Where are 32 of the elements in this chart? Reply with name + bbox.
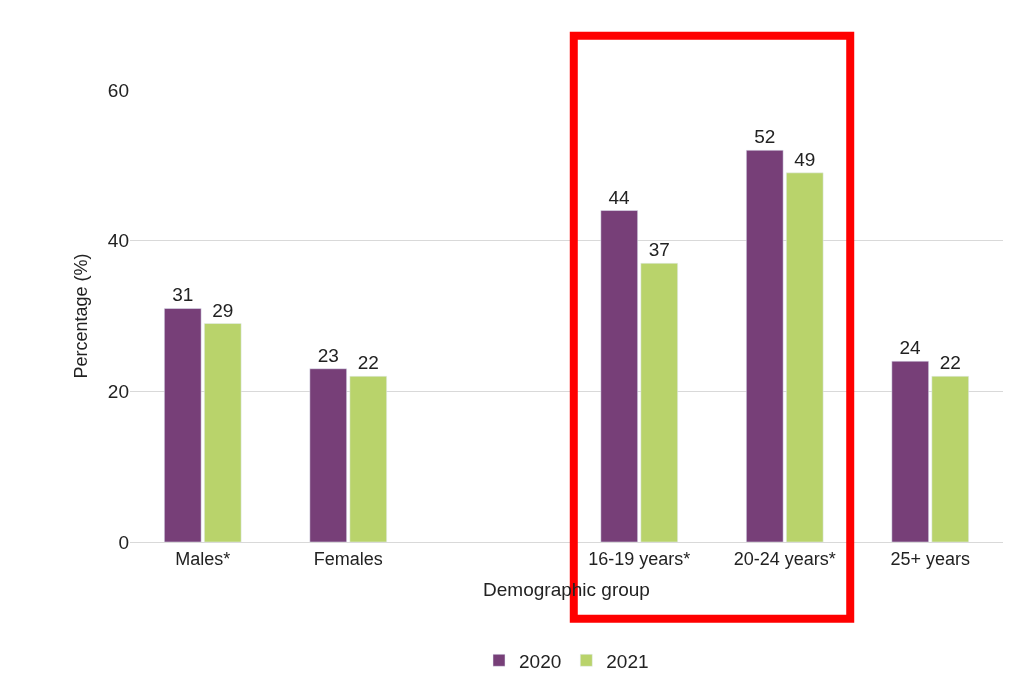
bar xyxy=(164,308,202,542)
legend-label: 2020 xyxy=(519,650,562,672)
bar xyxy=(204,323,242,542)
data-label: 44 xyxy=(608,186,631,208)
y-tick-label: 40 xyxy=(107,230,129,252)
x-tick-label: Males* xyxy=(175,548,231,569)
y-tick-label: 60 xyxy=(107,79,129,101)
legend-label: 2021 xyxy=(606,650,649,672)
data-label: 24 xyxy=(899,337,922,359)
x-tick-label: Females xyxy=(313,548,383,569)
y-tick-label: 20 xyxy=(107,380,129,402)
data-label: 31 xyxy=(172,284,194,306)
x-tick-label: 16-19 years* xyxy=(588,548,691,569)
data-label: 52 xyxy=(754,126,776,148)
bar xyxy=(931,376,969,542)
bar xyxy=(640,263,678,542)
x-tick-label: 25+ years xyxy=(890,548,971,569)
bar xyxy=(349,376,387,542)
data-label: 37 xyxy=(648,239,670,261)
bar xyxy=(786,172,824,542)
bar xyxy=(309,368,347,542)
x-tick-label: 20-24 years* xyxy=(733,548,836,569)
data-label: 22 xyxy=(357,352,379,374)
y-tick-label: 0 xyxy=(118,531,129,553)
bar xyxy=(746,150,784,542)
data-label: 22 xyxy=(939,352,961,374)
y-axis-title: Percentage (%) xyxy=(71,253,92,379)
data-label: 29 xyxy=(212,299,234,321)
bar xyxy=(891,360,929,542)
data-label: 23 xyxy=(317,344,339,366)
bar xyxy=(600,210,638,542)
data-label: 49 xyxy=(794,148,816,170)
